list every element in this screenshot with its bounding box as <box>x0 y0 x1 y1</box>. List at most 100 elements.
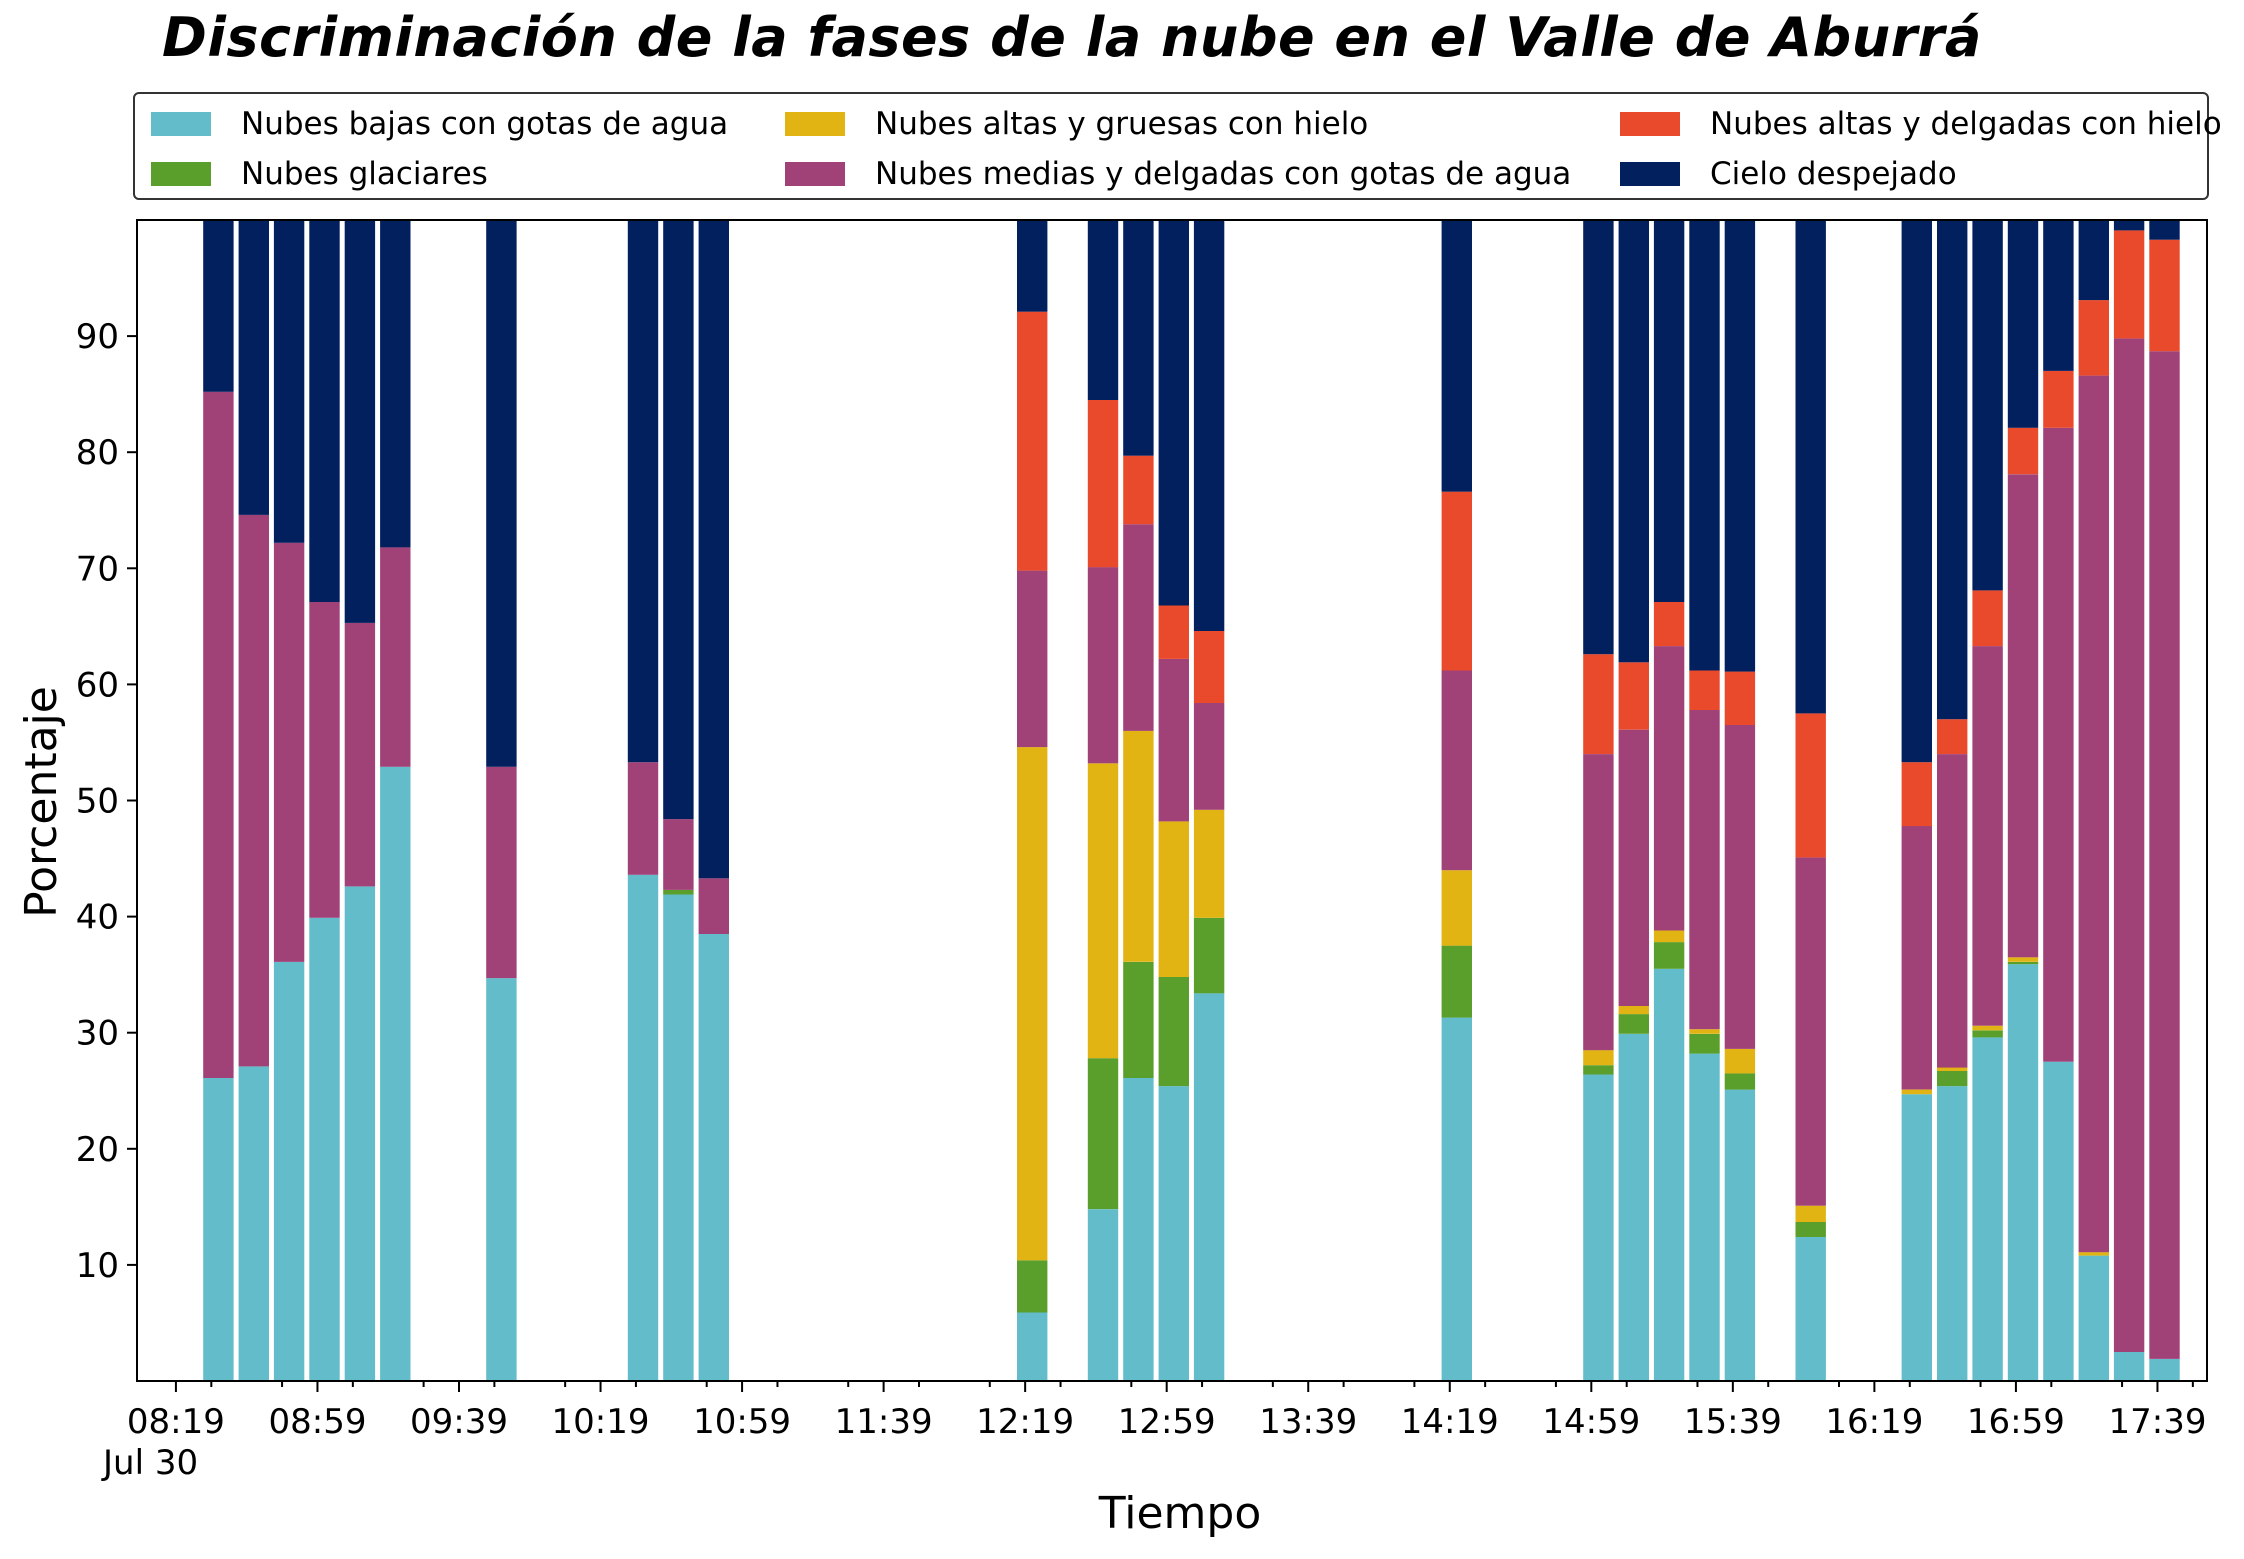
bar-segment <box>1795 1205 1826 1222</box>
legend-item: Nubes medias y delgadas con gotas de agu… <box>785 156 1571 192</box>
bar-segment <box>1795 1237 1826 1381</box>
bar-segment <box>344 886 376 1381</box>
bar-segment <box>627 762 659 875</box>
bar-segment <box>2113 230 2145 339</box>
legend-item: Nubes bajas con gotas de agua <box>151 106 728 142</box>
bar-segment <box>1087 567 1119 764</box>
bar-segment <box>2007 220 2039 428</box>
legend-swatch <box>151 162 211 186</box>
legend-label: Cielo despejado <box>1710 156 1957 192</box>
bar-segment <box>1123 455 1154 525</box>
x-tick-label: 17:39 <box>2108 1402 2206 1442</box>
y-tick-label: 20 <box>76 1130 119 1170</box>
y-tick-label: 40 <box>76 898 119 938</box>
bar-segment <box>1583 220 1614 655</box>
bar-segment <box>238 514 269 1067</box>
bar-segment <box>1937 220 1968 720</box>
bar-segment <box>1618 662 1649 730</box>
bar-segment <box>309 602 340 918</box>
bar-segment <box>309 220 340 602</box>
bar-segment <box>486 978 517 1381</box>
bar-segment <box>1653 930 1685 943</box>
bar-segment <box>238 220 269 515</box>
bar-segment <box>1017 220 1048 312</box>
bar-segment <box>203 1078 234 1381</box>
bar-segment <box>1689 709 1720 1030</box>
bar-segment <box>698 220 729 879</box>
y-tick-label: 50 <box>76 782 119 822</box>
bar-segment <box>1972 646 2003 1026</box>
legend-swatch <box>1620 112 1680 136</box>
legend-item: Nubes glaciares <box>151 156 488 192</box>
bar-segment <box>1583 1065 1614 1075</box>
bar-segment <box>1087 1058 1119 1210</box>
y-axis-title: Porcentaje <box>16 686 67 918</box>
bar-segment <box>1123 961 1154 1078</box>
bar-segment <box>2078 220 2109 301</box>
bar-segment <box>1441 1017 1472 1381</box>
bar-segment <box>1017 570 1048 748</box>
bar-segment <box>1901 220 1932 763</box>
bar-segment <box>2007 474 2039 958</box>
bar-segment <box>1653 942 1685 969</box>
bar-segment <box>1087 763 1119 1059</box>
bar-segment <box>1653 602 1685 647</box>
bar-segment <box>2113 220 2145 231</box>
bar-segment <box>663 889 694 895</box>
bar-segment <box>273 220 305 543</box>
x-tick-label: 10:59 <box>693 1402 791 1442</box>
bar-segment <box>1937 1086 1968 1381</box>
bar-segment <box>2043 220 2074 371</box>
bar-segment <box>1583 1074 1614 1381</box>
x-tick-label: 10:19 <box>552 1402 650 1442</box>
bar-segment <box>1618 729 1649 1006</box>
y-tick-label: 80 <box>76 433 119 473</box>
bar-segment <box>663 894 694 1381</box>
legend-item: Nubes altas y gruesas con hielo <box>785 106 1368 142</box>
x-tick-label: 12:59 <box>1118 1402 1216 1442</box>
y-tick-label: 30 <box>76 1014 119 1054</box>
bar-segment <box>273 961 305 1381</box>
bar-segment <box>663 220 694 820</box>
bar-segment <box>1158 977 1189 1087</box>
bar-segment <box>2007 427 2039 475</box>
y-tick-label: 10 <box>76 1246 119 1286</box>
bar-segment <box>2043 427 2074 1062</box>
bar-segment <box>1583 1050 1614 1066</box>
bar-segment <box>2113 1352 2145 1381</box>
chart-legend: Nubes bajas con gotas de agua Nubes glaci… <box>133 92 2222 200</box>
bar-segment <box>1193 220 1225 631</box>
bar-segment <box>2007 964 2039 1381</box>
bar-segment <box>1972 220 2003 591</box>
bar-segment <box>1724 1089 1756 1381</box>
bar-segment <box>1653 220 1685 602</box>
bar-segment <box>698 934 729 1381</box>
bar-segment <box>1795 1221 1826 1237</box>
bar-segment <box>1193 809 1225 918</box>
bar-segment <box>2113 338 2145 1352</box>
bar-segment <box>1618 220 1649 663</box>
bar-segment <box>1583 754 1614 1051</box>
legend-swatch <box>785 112 845 136</box>
bar-segment <box>1689 220 1720 671</box>
bar-segment <box>627 874 659 1381</box>
bar-segment <box>1441 491 1472 671</box>
bar-segment <box>1653 968 1685 1381</box>
bar-segment <box>1017 311 1048 571</box>
bar-segment <box>1689 1029 1720 1034</box>
x-tick-label: 11:39 <box>835 1402 933 1442</box>
legend-label: Nubes altas y gruesas con hielo <box>875 106 1369 142</box>
bar-segment <box>1087 1209 1119 1381</box>
bar-segment <box>1724 1049 1756 1074</box>
bar-segment <box>1937 1067 1968 1071</box>
bar-segment <box>1193 917 1225 994</box>
bar-segment <box>1795 220 1826 714</box>
bar-segment <box>486 220 517 767</box>
bar-segment <box>1795 857 1826 1206</box>
bar-segment <box>1017 1260 1048 1313</box>
x-axis-title: Tiempo <box>1098 1488 1262 1539</box>
bar-segment <box>1017 1312 1048 1381</box>
legend-swatch <box>151 112 211 136</box>
bar-segment <box>1158 821 1189 977</box>
bar-segment <box>486 766 517 979</box>
